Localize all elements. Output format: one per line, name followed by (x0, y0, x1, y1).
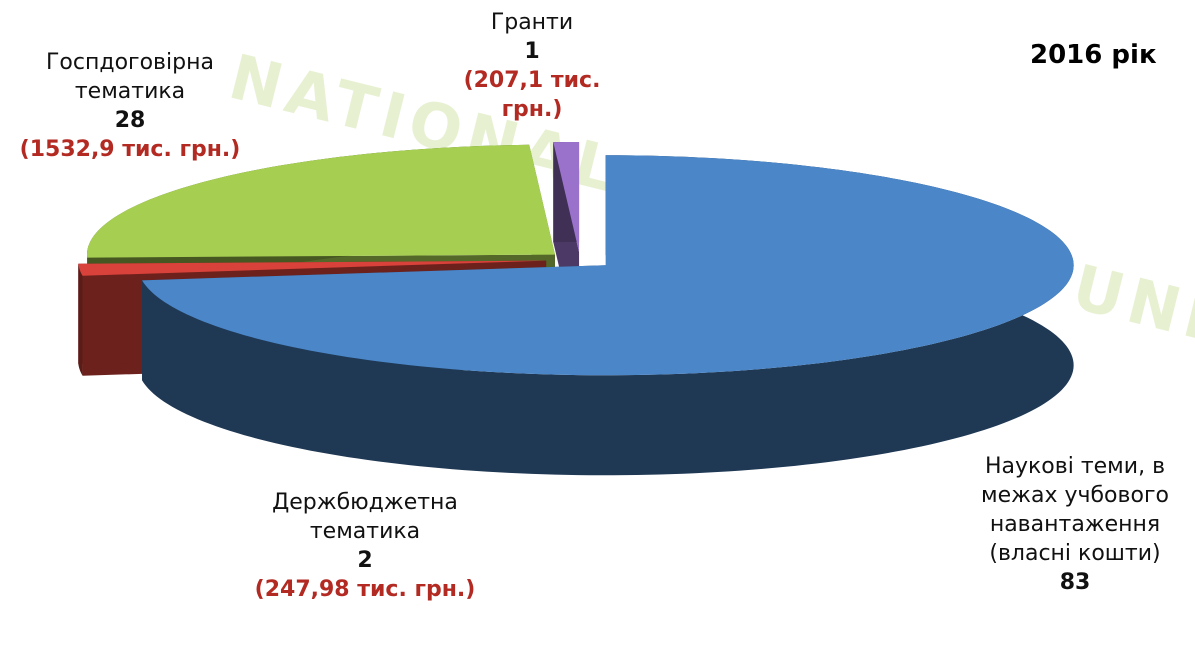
value-label: 2 (357, 548, 373, 573)
category-label: Гранти (490, 10, 574, 35)
amount-label: (1532,9 тис. грн.) (19, 137, 241, 162)
slice-top (86, 144, 555, 258)
slice-top (553, 142, 580, 253)
slice-top (142, 155, 1074, 376)
value-label: 83 (1059, 570, 1091, 595)
category-label: Наукові теми, в межах учбового навантаже… (981, 454, 1169, 566)
amount-label: (207,1 тис. грн.) (463, 68, 601, 122)
slice-label: Наукові теми, в межах учбового навантаже… (955, 452, 1195, 597)
slice-label: Гранти 1 (207,1 тис. грн.) (447, 8, 617, 124)
category-label: Госпдоговірна тематика (46, 50, 214, 104)
chart-title: 2016 рік (1030, 40, 1157, 70)
slice (142, 155, 1074, 476)
slice-top (78, 260, 547, 276)
slice-label: Госпдоговірна тематика 28 (1532,9 тис. грн… (0, 48, 260, 164)
slice-label: Держбюджетна тематика 2 (247,98 тис. грн.) (235, 488, 495, 604)
value-label: 1 (524, 39, 540, 64)
value-label: 28 (114, 108, 146, 133)
category-label: Держбюджетна тематика (272, 490, 458, 544)
amount-label: (247,98 тис. грн.) (254, 577, 476, 602)
slice-wall (78, 263, 83, 376)
